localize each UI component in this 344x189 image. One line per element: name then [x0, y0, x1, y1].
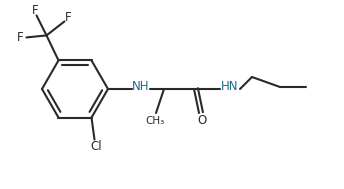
Text: CH₃: CH₃	[146, 116, 165, 126]
Text: F: F	[32, 4, 39, 17]
Text: F: F	[17, 31, 24, 44]
Text: HN: HN	[221, 80, 239, 92]
Text: O: O	[197, 115, 207, 128]
Text: F: F	[65, 11, 72, 24]
Text: Cl: Cl	[91, 140, 102, 153]
Text: NH: NH	[132, 80, 150, 92]
